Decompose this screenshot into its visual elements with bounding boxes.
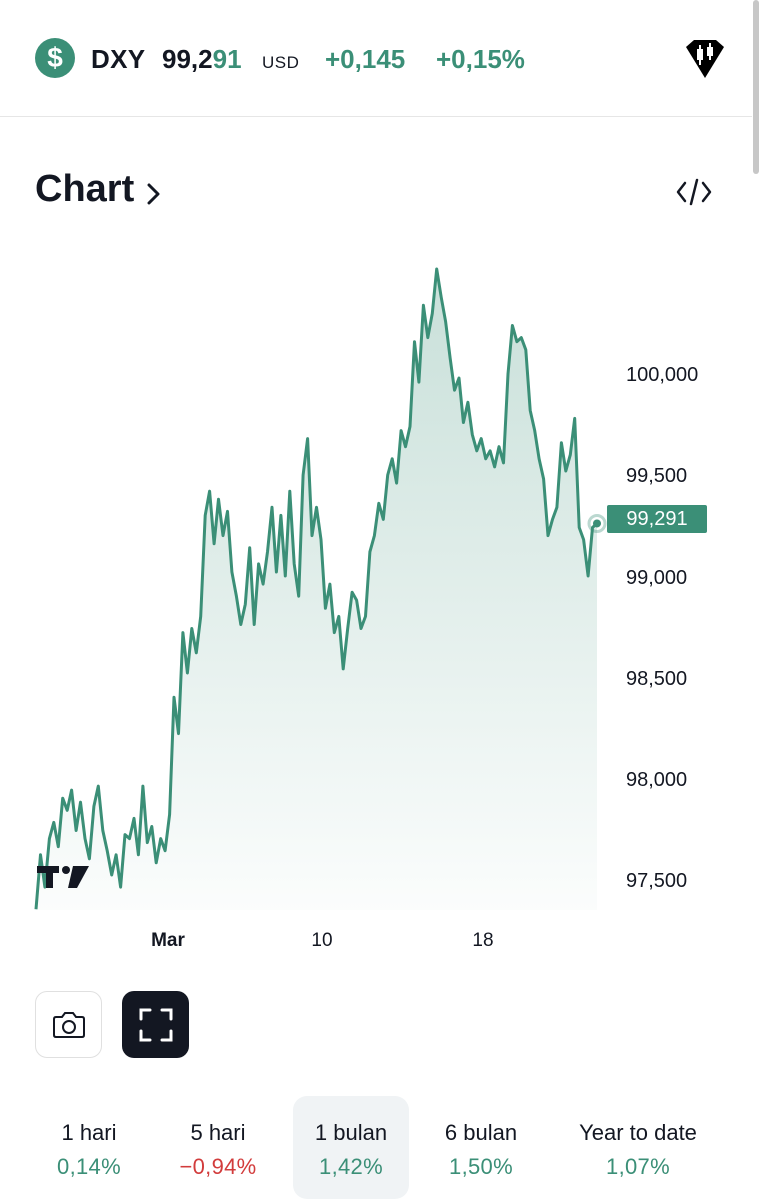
period-tab-5-hari[interactable]: 5 hari −0,94% bbox=[160, 1096, 276, 1199]
x-tick-label: Mar bbox=[151, 930, 185, 951]
y-tick-label: 97,500 bbox=[626, 870, 688, 892]
code-embed-icon[interactable] bbox=[676, 178, 712, 206]
scrollbar[interactable] bbox=[753, 0, 759, 174]
price-change-percent: +0,15% bbox=[436, 44, 525, 74]
currency-label: USD bbox=[262, 53, 300, 72]
period-label: 1 bulan bbox=[314, 1120, 388, 1145]
chevron-right-icon[interactable] bbox=[147, 183, 161, 205]
symbol-header: $ DXY 99,291 USD +0,145 +0,15% bbox=[0, 0, 752, 117]
fullscreen-icon bbox=[139, 1008, 172, 1041]
period-tab-1-bulan[interactable]: 1 bulan 1,42% bbox=[293, 1096, 409, 1199]
y-tick-label: 98,000 bbox=[626, 769, 688, 791]
period-label: 6 bulan bbox=[444, 1120, 518, 1145]
x-tick-label: 10 bbox=[311, 930, 333, 951]
period-label: Year to date bbox=[579, 1120, 697, 1145]
period-value: 1,50% bbox=[449, 1154, 513, 1179]
chart-section-title[interactable]: Chart bbox=[35, 168, 135, 210]
snapshot-button[interactable] bbox=[35, 991, 102, 1058]
period-tab-6-bulan[interactable]: 6 bulan 1,50% bbox=[425, 1096, 537, 1199]
fullscreen-button[interactable] bbox=[122, 991, 189, 1058]
y-tick-label: 98,500 bbox=[626, 668, 688, 690]
candles-diamond-icon[interactable] bbox=[682, 38, 728, 80]
price-chart[interactable] bbox=[0, 250, 763, 970]
last-price-tag: 99,291 bbox=[607, 505, 707, 533]
ticker-symbol[interactable]: DXY bbox=[91, 44, 146, 74]
dollar-icon: $ bbox=[35, 38, 75, 78]
period-value: 1,42% bbox=[319, 1154, 383, 1179]
last-price-marker bbox=[593, 519, 601, 528]
price-change: +0,145 bbox=[325, 44, 406, 74]
period-value: 1,07% bbox=[606, 1154, 670, 1179]
price-area-fill bbox=[36, 269, 597, 910]
period-label: 5 hari bbox=[190, 1120, 246, 1145]
last-price-main: 99,2 bbox=[162, 44, 213, 74]
y-tick-label: 99,500 bbox=[626, 465, 688, 487]
last-price: 99,291 bbox=[162, 44, 242, 75]
period-value: 0,14% bbox=[57, 1154, 121, 1179]
last-price-marker-halo bbox=[587, 513, 607, 533]
period-tab-1-hari[interactable]: 1 hari 0,14% bbox=[35, 1096, 143, 1199]
y-tick-label: 100,000 bbox=[626, 364, 699, 386]
tradingview-logo-icon bbox=[37, 866, 89, 888]
x-tick-label: 18 bbox=[472, 930, 494, 951]
period-tab-year-to-date[interactable]: Year to date 1,07% bbox=[560, 1096, 716, 1199]
period-value: −0,94% bbox=[179, 1154, 257, 1179]
period-label: 1 hari bbox=[61, 1120, 117, 1145]
price-line bbox=[34, 267, 598, 910]
last-price-tail: 91 bbox=[212, 44, 242, 74]
camera-icon bbox=[52, 1011, 85, 1038]
y-tick-label: 99,000 bbox=[626, 567, 688, 589]
